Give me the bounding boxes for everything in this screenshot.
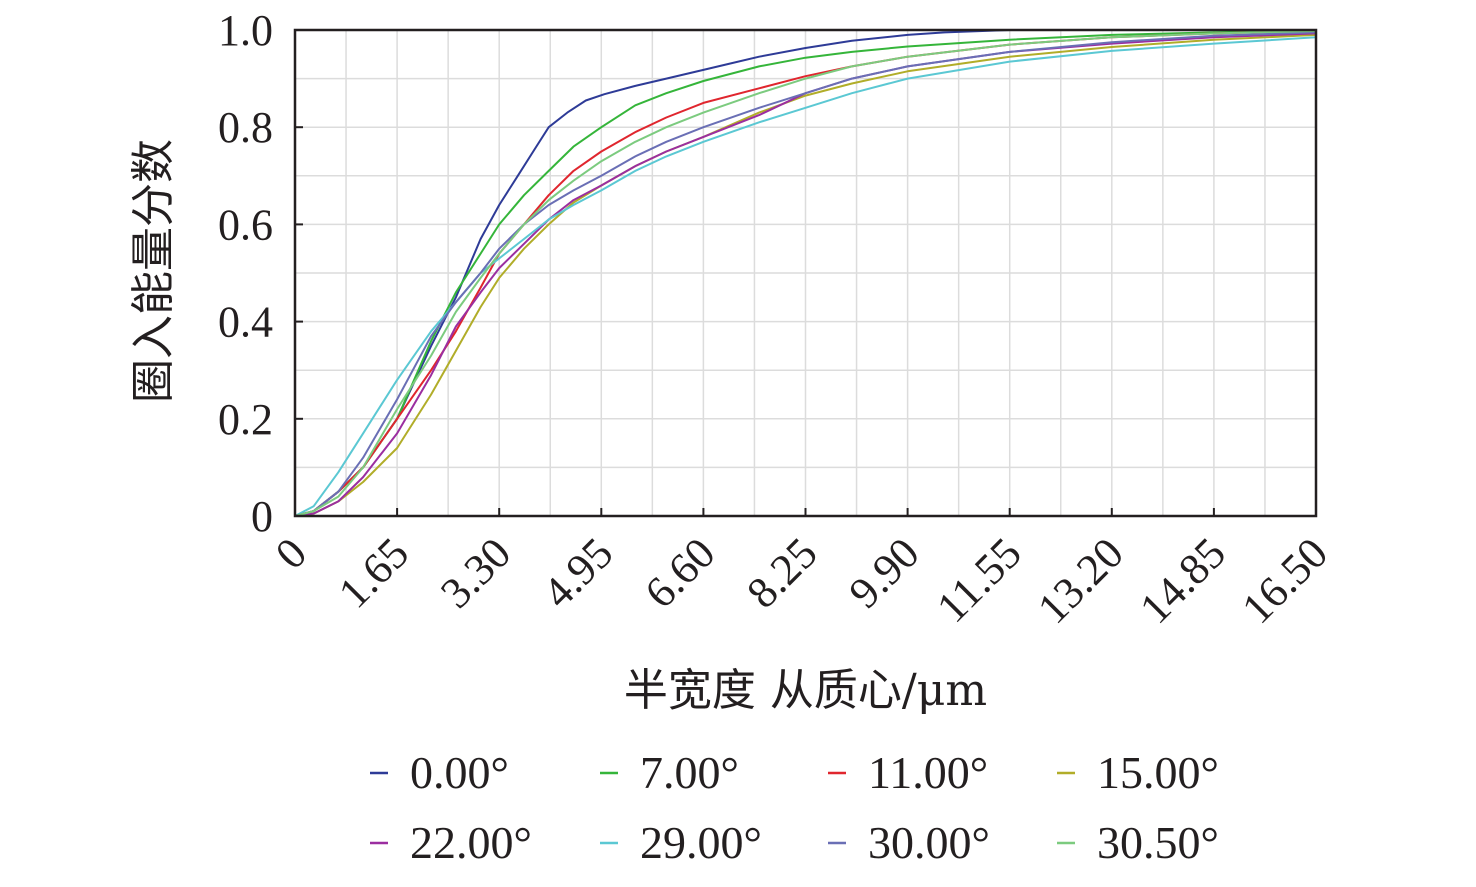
legend-label: 22.00°: [410, 817, 532, 868]
x-tick-label: 8.25: [737, 528, 826, 617]
y-tick-label: 0.8: [218, 103, 273, 152]
y-tick-label: 0.4: [218, 298, 273, 347]
x-tick-label: 0: [266, 528, 316, 578]
x-tick-label: 16.50: [1232, 528, 1337, 633]
legend-label: 30.00°: [868, 817, 990, 868]
y-tick-label: 0.2: [218, 395, 273, 444]
legend-label: 7.00°: [640, 747, 739, 798]
x-tick-label: 1.65: [329, 528, 418, 617]
x-tick-label: 3.30: [431, 528, 520, 617]
x-tick-label: 13.20: [1028, 528, 1133, 633]
y-axis-ticks: 0 0.2 0.4 0.6 0.8 1.0: [218, 6, 303, 541]
x-axis-ticks: 0 1.65 3.30 4.95 6.60 8.25 9.9011.5513.2014.85…: [266, 508, 1337, 633]
series-line-8: [294, 30, 1317, 517]
x-tick-label: 11.55: [927, 528, 1031, 632]
legend-label: 15.00°: [1097, 747, 1219, 798]
grid-lines: [294, 29, 1317, 517]
y-tick-label: 0.6: [218, 200, 273, 249]
series-line-6: [294, 36, 1317, 517]
series-line-7: [294, 31, 1317, 517]
x-axis-label: 半宽度 从质心/μm: [624, 665, 987, 716]
x-tick-label: 6.60: [635, 528, 724, 617]
x-tick-label: 9.90: [840, 528, 929, 617]
series-line-4: [294, 33, 1317, 517]
series-lines: [294, 29, 1317, 517]
legend-label: 29.00°: [640, 817, 762, 868]
legend-label: 30.50°: [1097, 817, 1219, 868]
x-tick-label: 14.85: [1130, 528, 1235, 633]
legend-label: 11.00°: [868, 747, 988, 798]
x-tick-label: 4.95: [533, 528, 622, 617]
legend-label: 0.00°: [410, 747, 509, 798]
y-axis-label: 圈入能量分数: [128, 139, 179, 403]
legend: 0.00° 7.00° 11.00° 15.00° 22.00° 29.00° 30.00°…: [370, 747, 1219, 868]
y-tick-label: 1.0: [218, 6, 273, 55]
y-tick-label: 0: [251, 492, 273, 541]
